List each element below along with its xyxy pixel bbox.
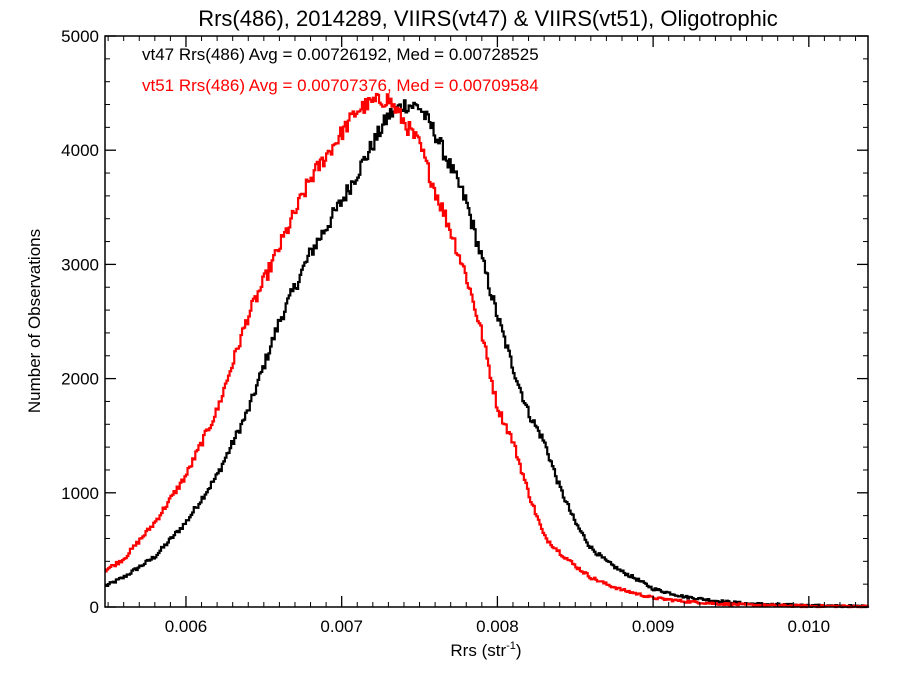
x-tick-label: 0.010 xyxy=(788,617,831,636)
y-axis-title: Number of Observations xyxy=(25,229,44,413)
x-tick-label: 0.008 xyxy=(476,617,519,636)
x-tick-label: 0.009 xyxy=(632,617,675,636)
y-tick-label: 2000 xyxy=(61,370,99,389)
plot-frame xyxy=(104,35,869,608)
chart-title: Rrs(486), 2014289, VIIRS(vt47) & VIIRS(v… xyxy=(198,6,778,31)
y-tick-label: 4000 xyxy=(61,141,99,160)
series-line-vt47 xyxy=(105,99,870,609)
axis-ticks: 0.006 0.007 0.008 0.009 0.010 0 1000 2000 3000 40… xyxy=(61,27,868,636)
y-tick-label: 1000 xyxy=(61,484,99,503)
x-tick-label: 0.006 xyxy=(165,617,208,636)
y-tick-label: 5000 xyxy=(61,27,99,46)
y-tick-label: 3000 xyxy=(61,255,99,274)
x-axis-title: Rrs (str-1) xyxy=(450,640,521,660)
plot-area xyxy=(105,92,870,609)
y-tick-label: 0 xyxy=(90,598,99,617)
legend: vt47 Rrs(486) Avg = 0.00726192, Med = 0.… xyxy=(142,45,539,95)
legend-vt47: vt47 Rrs(486) Avg = 0.00726192, Med = 0.… xyxy=(142,45,539,64)
x-tick-label: 0.007 xyxy=(320,617,363,636)
series-line-vt51 xyxy=(105,92,870,609)
legend-vt51: vt51 Rrs(486) Avg = 0.00707376, Med = 0.… xyxy=(142,76,539,95)
